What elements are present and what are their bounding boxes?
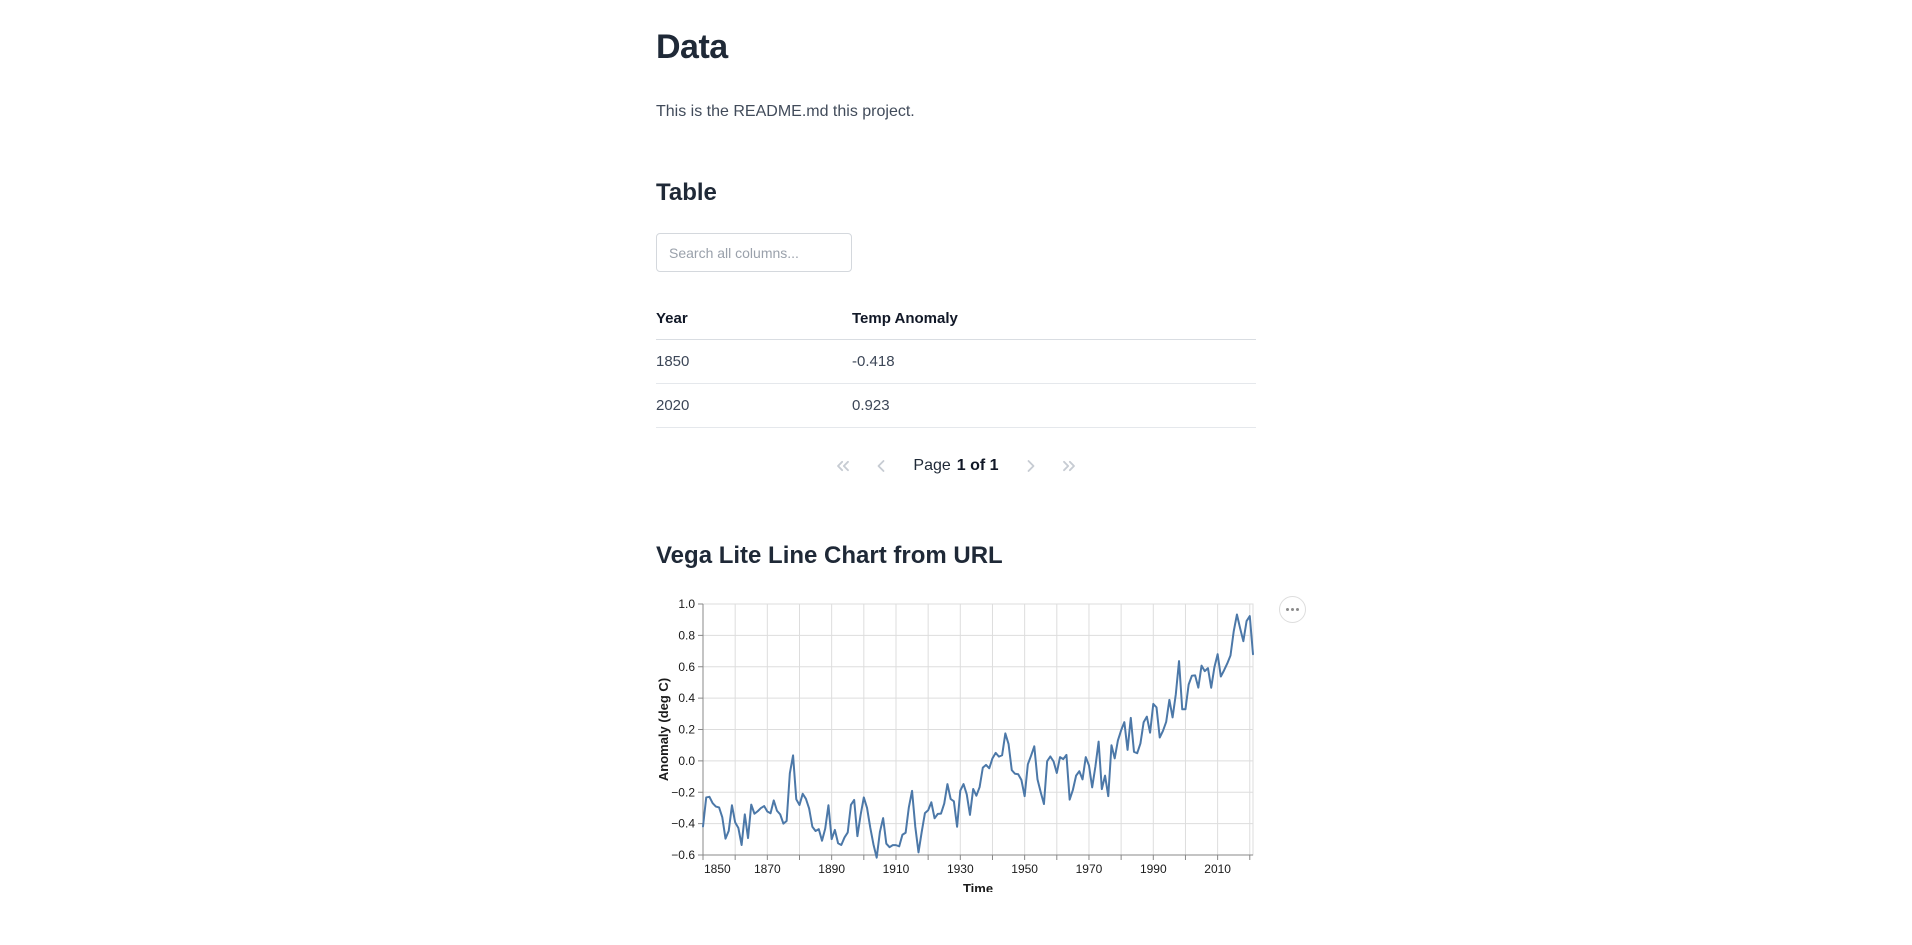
double-chevron-left-icon bbox=[837, 460, 850, 472]
chart-actions-button[interactable] bbox=[1279, 596, 1306, 623]
svg-text:1850: 1850 bbox=[704, 862, 731, 876]
table-cell: -0.418 bbox=[852, 339, 1256, 384]
page-value: 1 of 1 bbox=[956, 457, 999, 474]
line-chart: 1850 1870 1890 1910 1930 1950 1970 1990 2010 −0.6… bbox=[656, 596, 1306, 897]
svg-text:1990: 1990 bbox=[1140, 862, 1167, 876]
svg-text:0.0: 0.0 bbox=[678, 754, 695, 768]
table-cell: 1850 bbox=[656, 339, 852, 384]
table-row: 1850 -0.418 bbox=[656, 339, 1256, 384]
table-cell: 0.923 bbox=[852, 383, 1256, 428]
svg-text:0.6: 0.6 bbox=[678, 660, 695, 674]
pagination: Page 1 of 1 bbox=[656, 454, 1256, 478]
svg-text:0.2: 0.2 bbox=[678, 723, 695, 737]
table-heading: Table bbox=[656, 179, 717, 206]
table-header-row: Year Temp Anomaly bbox=[656, 302, 1256, 340]
table-row: 2020 0.923 bbox=[656, 383, 1256, 428]
readme-text: This is the README.md this project. bbox=[656, 103, 915, 120]
svg-text:0.8: 0.8 bbox=[678, 628, 695, 642]
chevron-right-icon bbox=[1027, 460, 1034, 472]
svg-text:1910: 1910 bbox=[883, 862, 910, 876]
page-title: Data bbox=[656, 28, 728, 66]
column-header-year[interactable]: Year bbox=[656, 302, 852, 340]
svg-text:−0.4: −0.4 bbox=[671, 817, 695, 831]
svg-text:1950: 1950 bbox=[1011, 862, 1038, 876]
column-header-temp-anomaly[interactable]: Temp Anomaly bbox=[852, 302, 1256, 340]
svg-text:1970: 1970 bbox=[1076, 862, 1103, 876]
svg-text:−0.2: −0.2 bbox=[671, 785, 695, 799]
x-axis-title: Time bbox=[963, 881, 993, 892]
table-section: Table Year Temp Anomaly 1850-0.41820200.… bbox=[656, 179, 1256, 478]
first-page-button[interactable] bbox=[831, 454, 855, 478]
y-axis-title: Anomaly (deg C) bbox=[656, 678, 671, 781]
previous-page-button[interactable] bbox=[869, 454, 893, 478]
search-input[interactable] bbox=[656, 233, 852, 272]
page-status: Page 1 of 1 bbox=[907, 457, 1004, 475]
main-content: Data This is the README.md this project.… bbox=[656, 0, 1306, 897]
data-table: Year Temp Anomaly 1850 -0.418 2020 0.923 bbox=[656, 302, 1256, 428]
ellipsis-icon bbox=[1286, 608, 1289, 611]
double-chevron-right-icon bbox=[1062, 460, 1075, 472]
last-page-button[interactable] bbox=[1057, 454, 1081, 478]
vega-lite-chart: 1850 1870 1890 1910 1930 1950 1970 1990 2010 −0.6… bbox=[656, 596, 1256, 897]
chart-heading: Vega Lite Line Chart from URL bbox=[656, 542, 1003, 569]
svg-text:1890: 1890 bbox=[818, 862, 845, 876]
table-cell: 2020 bbox=[656, 383, 852, 428]
svg-text:2010: 2010 bbox=[1204, 862, 1231, 876]
chart-svg: 1850 1870 1890 1910 1930 1950 1970 1990 2010 −0.6… bbox=[656, 597, 1254, 896]
svg-text:1870: 1870 bbox=[754, 862, 781, 876]
chart-section: Vega Lite Line Chart from URL 1850 1870 18… bbox=[656, 542, 1306, 897]
svg-text:0.4: 0.4 bbox=[678, 691, 695, 705]
svg-text:1930: 1930 bbox=[947, 862, 974, 876]
svg-text:−0.6: −0.6 bbox=[671, 848, 695, 862]
next-page-button[interactable] bbox=[1019, 454, 1043, 478]
page-label: Page bbox=[913, 457, 951, 474]
chevron-left-icon bbox=[877, 460, 885, 472]
svg-text:1.0: 1.0 bbox=[678, 597, 695, 611]
